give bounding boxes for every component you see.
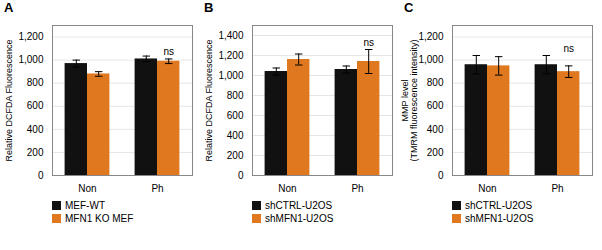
svg-text:1,000: 1,000 bbox=[218, 70, 243, 81]
svg-text:400: 400 bbox=[427, 124, 444, 135]
svg-text:200: 200 bbox=[427, 147, 444, 158]
svg-text:Relative DCFDA Fluorescence: Relative DCFDA Fluorescence bbox=[4, 39, 14, 161]
svg-text:800: 800 bbox=[227, 90, 244, 101]
svg-text:600: 600 bbox=[27, 100, 44, 111]
svg-text:ns: ns bbox=[363, 37, 374, 48]
svg-text:400: 400 bbox=[27, 124, 44, 135]
svg-text:0: 0 bbox=[438, 170, 444, 181]
svg-text:200: 200 bbox=[227, 150, 244, 161]
svg-text:Ph: Ph bbox=[551, 183, 563, 194]
svg-text:200: 200 bbox=[27, 147, 44, 158]
svg-text:Relative DCFDA Fluorescence: Relative DCFDA Fluorescence bbox=[204, 39, 214, 161]
svg-text:0: 0 bbox=[238, 170, 244, 181]
svg-text:800: 800 bbox=[27, 77, 44, 88]
html-text:B: B bbox=[204, 0, 214, 15]
svg-text:800: 800 bbox=[427, 77, 444, 88]
svg-text:Non: Non bbox=[78, 183, 96, 194]
html-text:C: C bbox=[404, 0, 414, 15]
svg-text:400: 400 bbox=[227, 130, 244, 141]
svg-text:ns: ns bbox=[163, 46, 174, 57]
svg-text:ns: ns bbox=[563, 43, 574, 54]
html-text:MEF-WT: MEF-WT bbox=[65, 200, 105, 211]
svg-text:Ph: Ph bbox=[351, 183, 363, 194]
svg-text:600: 600 bbox=[227, 110, 244, 121]
svg-text:1,000: 1,000 bbox=[18, 54, 43, 65]
svg-text:1,200: 1,200 bbox=[218, 50, 243, 61]
svg-text:0: 0 bbox=[38, 170, 44, 181]
svg-text:1,000: 1,000 bbox=[418, 54, 443, 65]
svg-text:Non: Non bbox=[278, 183, 296, 194]
svg-text:MMP level(TMRM fluorescence in: MMP level(TMRM fluorescence intensity) bbox=[400, 39, 419, 161]
html-text:MFN1 KO MEF: MFN1 KO MEF bbox=[65, 213, 134, 224]
svg-text:1,200: 1,200 bbox=[418, 31, 443, 42]
svg-text:Non: Non bbox=[478, 183, 496, 194]
svg-text:1,400: 1,400 bbox=[218, 30, 243, 41]
html-text:shCTRL-U2OS: shCTRL-U2OS bbox=[265, 200, 333, 211]
html-text:shCTRL-U2OS: shCTRL-U2OS bbox=[465, 200, 533, 211]
svg-text:600: 600 bbox=[427, 100, 444, 111]
html-text:shMFN1-U2OS: shMFN1-U2OS bbox=[265, 213, 334, 224]
html-text:shMFN1-U2OS: shMFN1-U2OS bbox=[465, 213, 534, 224]
html-text:A: A bbox=[4, 0, 14, 15]
svg-text:1,200: 1,200 bbox=[18, 31, 43, 42]
svg-text:Ph: Ph bbox=[151, 183, 163, 194]
